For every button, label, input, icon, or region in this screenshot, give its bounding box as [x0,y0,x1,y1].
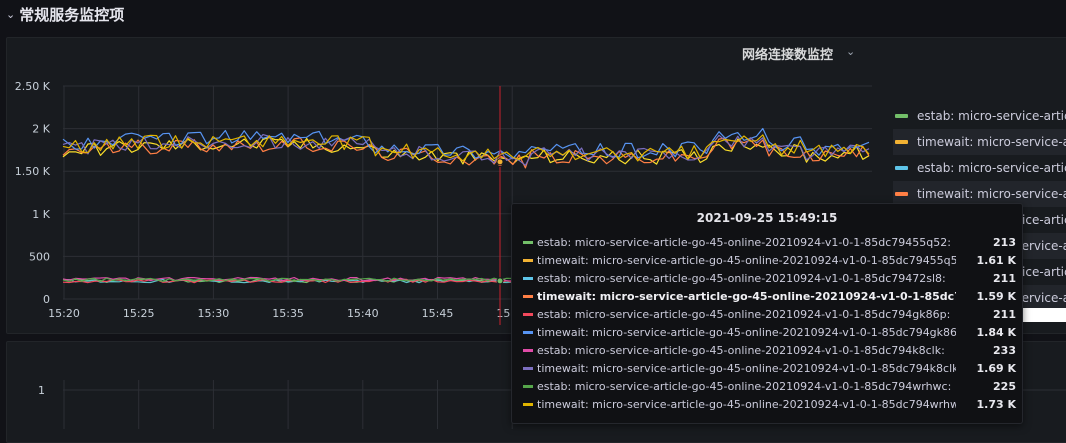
tooltip-label: estab: micro-service-article-go-45-onlin… [537,343,945,357]
tooltip-row: estab: micro-service-article-go-45-onlin… [512,269,1022,287]
legend-label: estab: micro-service-article-go-45-onlin… [917,109,1066,123]
legend-label: timewait: micro-service-article-go-45-on… [917,135,1066,149]
legend-item[interactable]: estab: micro-service-article-go-45-onlin… [893,155,1066,181]
chart-tooltip: 2021-09-25 15:49:15 estab: micro-service… [511,203,1023,424]
tooltip-value: 1.84 K [976,325,1017,339]
panel-title[interactable]: 网络连接数监控 [742,48,834,63]
tooltip-value: 233 [993,343,1016,357]
tooltip-value: 213 [993,235,1016,249]
tooltip-value: 1.73 K [976,397,1017,411]
tooltip-value: 1.69 K [976,361,1017,375]
tooltip-row: timewait: micro-service-article-go-45-on… [512,323,1022,341]
tooltip-label: timewait: micro-service-article-go-45-on… [537,289,956,303]
tooltip-label: estab: micro-service-article-go-45-onlin… [537,271,946,285]
tooltip-value: 211 [993,307,1016,321]
legend-swatch [895,114,908,118]
legend-item[interactable]: estab: micro-service-article-go-45-onlin… [893,103,1066,129]
tooltip-value: 1.61 K [976,253,1017,267]
tooltip-value: 211 [993,271,1016,285]
tooltip-swatch [523,384,533,388]
tooltip-row: timewait: micro-service-article-go-45-on… [512,359,1022,377]
tooltip-row: estab: micro-service-article-go-45-onlin… [512,305,1022,323]
legend-label: estab: micro-service-article-go-45-onlin… [917,161,1066,175]
legend-swatch [895,166,908,170]
tooltip-swatch [523,366,533,370]
tooltip-swatch [523,330,533,334]
tooltip-row: estab: micro-service-article-go-45-onlin… [512,233,1022,251]
panel-menu-chevron-icon[interactable]: ⌄ [846,45,856,58]
tooltip-row: timewait: micro-service-article-go-45-on… [512,395,1022,413]
tooltip-label: estab: micro-service-article-go-45-onlin… [537,379,952,393]
legend-label: timewait: micro-service-article-go-45-on… [917,187,1066,201]
tooltip-swatch [523,348,533,352]
tooltip-time: 2021-09-25 15:49:15 [696,211,838,225]
legend-scroll-area[interactable] [1012,308,1066,322]
tooltip-label: timewait: micro-service-article-go-45-on… [537,361,956,375]
tooltip-label: timewait: micro-service-article-go-45-on… [537,397,956,411]
tooltip-value: 225 [993,379,1016,393]
tooltip-swatch [523,240,533,244]
tooltip-swatch [523,258,533,262]
tooltip-row: timewait: micro-service-article-go-45-on… [512,251,1022,269]
tooltip-row: estab: micro-service-article-go-45-onlin… [512,377,1022,395]
tooltip-swatch [523,402,533,406]
tooltip-label: timewait: micro-service-article-go-45-on… [537,253,956,267]
tooltip-label: estab: micro-service-article-go-45-onlin… [537,307,951,321]
row-header[interactable]: ⌄ 常规服务监控项 [0,0,1066,28]
tooltip-row: estab: micro-service-article-go-45-onlin… [512,341,1022,359]
row-title: 常规服务监控项 [19,5,125,24]
tooltip-swatch [523,276,533,280]
legend-item[interactable]: timewait: micro-service-article-go-45-on… [893,181,1066,207]
legend-swatch [895,140,908,144]
legend-item[interactable]: timewait: micro-service-article-go-45-on… [893,129,1066,155]
chevron-down-icon[interactable]: ⌄ [6,7,16,21]
tooltip-label: timewait: micro-service-article-go-45-on… [537,325,956,339]
tooltip-label: estab: micro-service-article-go-45-onlin… [537,235,951,249]
tooltip-swatch [523,312,533,316]
legend-swatch [895,192,908,196]
tooltip-value: 1.59 K [976,289,1017,303]
tooltip-row: timewait: micro-service-article-go-45-on… [512,287,1022,305]
tooltip-swatch [523,294,533,298]
